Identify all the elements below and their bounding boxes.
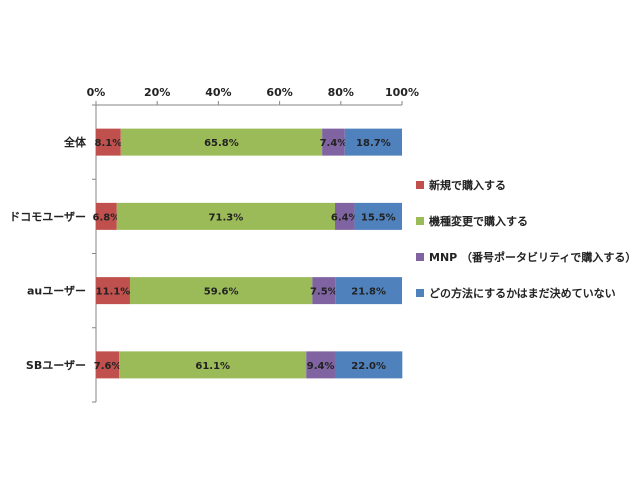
x-tick-label: 80%: [328, 86, 354, 99]
category-label: SBユーザー: [26, 359, 86, 372]
bar-segment: [354, 202, 402, 230]
bar-segment: [96, 128, 121, 156]
legend-label-new: 新規で購入する: [429, 179, 506, 192]
bar-segment: [312, 277, 336, 305]
bar-segment: [344, 128, 402, 156]
legend-swatch-model-change: [416, 217, 424, 225]
bar-segment: [334, 202, 355, 230]
category-label: auユーザー: [27, 285, 86, 298]
bar-segment: [96, 202, 117, 230]
category-label: ドコモユーザー: [9, 210, 86, 223]
data-label: 59.6%: [204, 287, 239, 298]
x-tick-label: 20%: [144, 86, 170, 99]
data-label: 11.1%: [96, 287, 131, 298]
data-label: 6.8%: [93, 212, 121, 223]
data-label: 7.5%: [310, 287, 338, 298]
data-label: 7.6%: [94, 361, 122, 372]
data-label: 7.4%: [320, 138, 348, 149]
x-tick-label: 60%: [266, 86, 292, 99]
data-label: 8.1%: [95, 138, 123, 149]
category-label: 全体: [63, 135, 87, 149]
data-label: 22.0%: [351, 361, 386, 372]
x-tick-label: 0%: [87, 86, 106, 99]
bar-segment: [129, 277, 313, 305]
legend-swatch-undecided: [416, 289, 424, 297]
bar-segment: [335, 277, 402, 305]
data-label: 9.4%: [307, 361, 335, 372]
bar-segment: [334, 351, 403, 379]
bar-segment: [116, 202, 335, 230]
x-tick-label: 40%: [205, 86, 231, 99]
bar-segment: [120, 128, 323, 156]
data-label: 18.7%: [356, 138, 391, 149]
data-label: 6.4%: [331, 212, 359, 223]
data-label: 65.8%: [204, 138, 239, 149]
legend-label-mnp: MNP （番号ポータビリティで購入する）: [429, 251, 637, 264]
bar-segment: [119, 351, 307, 379]
bar-segment: [322, 128, 345, 156]
legend-item-new: 新規で購入する: [416, 178, 638, 192]
data-label: 21.8%: [351, 287, 386, 298]
legend-swatch-mnp: [416, 253, 424, 261]
data-label: 61.1%: [195, 361, 230, 372]
legend: 新規で購入する 機種変更で購入する MNP （番号ポータビリティで購入する） ど…: [416, 178, 638, 322]
x-tick-label: 100%: [385, 86, 419, 99]
legend-item-model-change: 機種変更で購入する: [416, 214, 638, 228]
legend-label-undecided: どの方法にするかはまだ決めていない: [429, 287, 616, 300]
bar-segment: [96, 277, 130, 305]
data-label: 71.3%: [209, 212, 244, 223]
bar-segment: [306, 351, 335, 379]
legend-swatch-new: [416, 181, 424, 189]
data-label: 15.5%: [361, 212, 396, 223]
legend-item-mnp: MNP （番号ポータビリティで購入する）: [416, 250, 638, 264]
legend-label-model-change: 機種変更で購入する: [429, 215, 528, 228]
legend-item-undecided: どの方法にするかはまだ決めていない: [416, 286, 638, 300]
bar-segment: [96, 351, 120, 379]
